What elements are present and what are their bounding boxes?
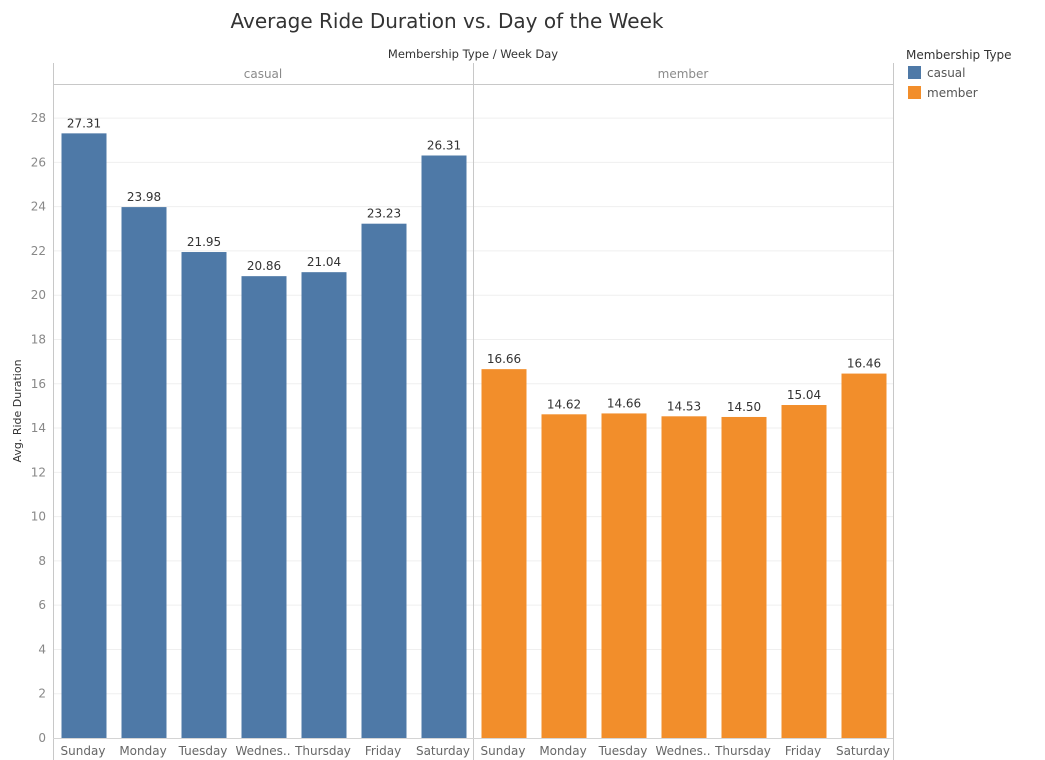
x-tick-label: Tuesday <box>178 744 228 758</box>
panel-label-casual: casual <box>244 67 283 81</box>
data-label: 14.66 <box>607 396 641 410</box>
x-tick-label: Friday <box>365 744 401 758</box>
column-header: Membership Type / Week Day <box>388 47 558 61</box>
y-tick-label: 20 <box>31 288 46 302</box>
legend-items: casual member <box>908 66 978 100</box>
data-label: 14.50 <box>727 400 761 414</box>
x-tick-label: Monday <box>119 744 166 758</box>
bar-member-tuesday <box>601 413 647 738</box>
y-tick-label: 0 <box>38 731 46 745</box>
bar-casual-tuesday <box>181 252 227 739</box>
panel-label-member: member <box>658 67 709 81</box>
y-tick-label: 12 <box>31 465 46 479</box>
x-axis-ticks: Sunday Monday Tuesday Wednes.. Thursday Frida… <box>61 744 890 758</box>
y-tick-label: 14 <box>31 421 46 435</box>
y-tick-label: 26 <box>31 155 46 169</box>
bar-casual-sunday <box>61 133 107 739</box>
legend-label-casual: casual <box>927 66 966 80</box>
data-label: 23.98 <box>127 190 161 204</box>
bar-casual-friday <box>361 223 407 738</box>
bar-casual-monday <box>121 207 167 739</box>
bar-member-sunday <box>481 369 527 738</box>
legend: Membership Type casual member <box>906 48 1012 100</box>
x-tick-label: Wednes.. <box>655 744 710 758</box>
x-tick-label: Saturday <box>416 744 470 758</box>
legend-swatch-casual <box>908 66 921 79</box>
y-tick-label: 10 <box>31 510 46 524</box>
bar-member-saturday <box>841 373 887 738</box>
x-tick-label: Saturday <box>836 744 890 758</box>
x-tick-label: Friday <box>785 744 821 758</box>
bar-casual-wednes <box>241 276 287 738</box>
data-label: 15.04 <box>787 388 821 402</box>
bar-member-wednes <box>661 416 707 738</box>
chart-title: Average Ride Duration vs. Day of the Wee… <box>231 9 664 33</box>
y-tick-label: 16 <box>31 377 46 391</box>
y-tick-label: 6 <box>38 598 46 612</box>
data-label: 26.31 <box>427 138 461 152</box>
data-labels: 27.31 23.98 21.95 20.86 21.04 23.23 26.31 16.66… <box>67 116 881 414</box>
data-label: 20.86 <box>247 259 281 273</box>
data-label: 16.46 <box>847 357 881 371</box>
data-label: 16.66 <box>487 352 521 366</box>
data-label: 23.23 <box>367 207 401 221</box>
x-tick-label: Tuesday <box>598 744 648 758</box>
x-tick-label: Wednes.. <box>235 744 290 758</box>
data-label: 21.04 <box>307 255 341 269</box>
data-label: 21.95 <box>187 235 221 249</box>
y-tick-label: 2 <box>38 687 46 701</box>
bar-member-friday <box>781 405 827 738</box>
bar-casual-saturday <box>421 155 467 739</box>
data-label: 14.62 <box>547 397 581 411</box>
chart-frame <box>53 63 894 760</box>
y-tick-label: 18 <box>31 332 46 346</box>
data-label: 27.31 <box>67 116 101 130</box>
y-tick-label: 24 <box>31 200 46 214</box>
data-label: 14.53 <box>667 399 701 413</box>
x-tick-label: Sunday <box>481 744 526 758</box>
y-tick-label: 22 <box>31 244 46 258</box>
x-tick-label: Thursday <box>714 744 771 758</box>
bar-casual-thursday <box>301 272 347 738</box>
x-tick-label: Monday <box>539 744 586 758</box>
x-tick-label: Sunday <box>61 744 106 758</box>
y-tick-label: 8 <box>38 554 46 568</box>
legend-label-member: member <box>927 86 978 100</box>
y-tick-label: 28 <box>31 111 46 125</box>
x-tick-label: Thursday <box>294 744 351 758</box>
panel-labels: casual member <box>244 67 709 81</box>
bar-member-monday <box>541 414 587 738</box>
y-tick-label: 4 <box>38 642 46 656</box>
legend-title: Membership Type <box>906 48 1012 62</box>
bars <box>61 133 887 739</box>
y-axis-label: Avg. Ride Duration <box>11 359 24 462</box>
bar-member-thursday <box>721 416 767 738</box>
legend-swatch-member <box>908 86 921 99</box>
